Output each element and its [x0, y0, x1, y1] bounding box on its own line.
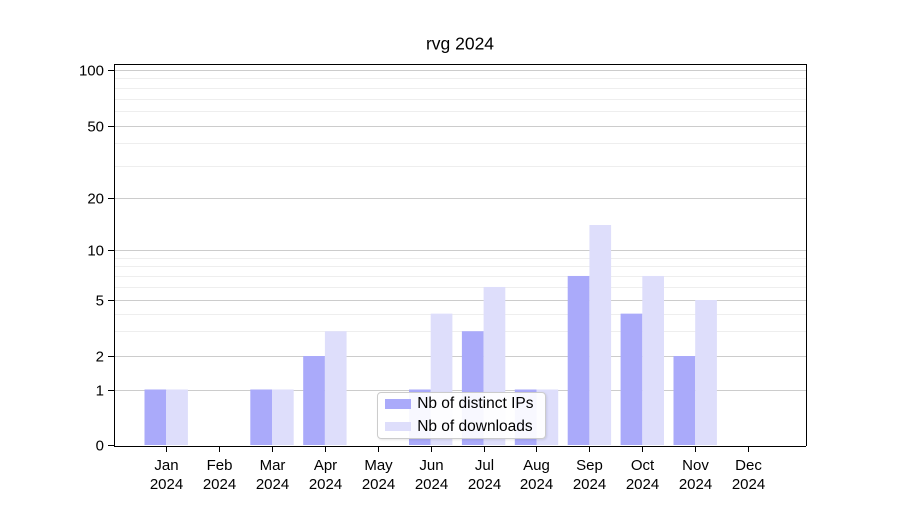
- svg-text:0: 0: [96, 438, 104, 455]
- svg-text:2024: 2024: [309, 476, 342, 493]
- svg-text:10: 10: [87, 243, 104, 260]
- svg-text:rvg 2024: rvg 2024: [426, 34, 494, 54]
- svg-text:Aug: Aug: [523, 457, 550, 474]
- svg-text:1: 1: [96, 383, 104, 400]
- svg-text:May: May: [364, 457, 393, 474]
- svg-text:2024: 2024: [732, 476, 765, 493]
- svg-text:Nov: Nov: [682, 457, 709, 474]
- svg-text:Feb: Feb: [207, 457, 233, 474]
- svg-text:Jun: Jun: [419, 457, 443, 474]
- svg-text:Dec: Dec: [735, 457, 762, 474]
- svg-text:Oct: Oct: [631, 457, 655, 474]
- svg-text:2024: 2024: [626, 476, 659, 493]
- svg-text:Mar: Mar: [260, 457, 286, 474]
- svg-text:2024: 2024: [520, 476, 553, 493]
- svg-text:2024: 2024: [415, 476, 448, 493]
- svg-text:Jul: Jul: [475, 457, 494, 474]
- svg-text:2: 2: [96, 349, 104, 366]
- svg-text:5: 5: [96, 293, 104, 310]
- svg-text:2024: 2024: [203, 476, 236, 493]
- svg-text:2024: 2024: [573, 476, 606, 493]
- svg-text:2024: 2024: [679, 476, 712, 493]
- svg-text:Apr: Apr: [314, 457, 337, 474]
- svg-text:2024: 2024: [468, 476, 501, 493]
- svg-text:50: 50: [87, 119, 104, 136]
- svg-text:Sep: Sep: [576, 457, 603, 474]
- svg-text:100: 100: [79, 63, 104, 80]
- svg-text:2024: 2024: [150, 476, 183, 493]
- svg-text:Jan: Jan: [154, 457, 178, 474]
- svg-text:20: 20: [87, 191, 104, 208]
- svg-text:2024: 2024: [256, 476, 289, 493]
- svg-text:2024: 2024: [362, 476, 395, 493]
